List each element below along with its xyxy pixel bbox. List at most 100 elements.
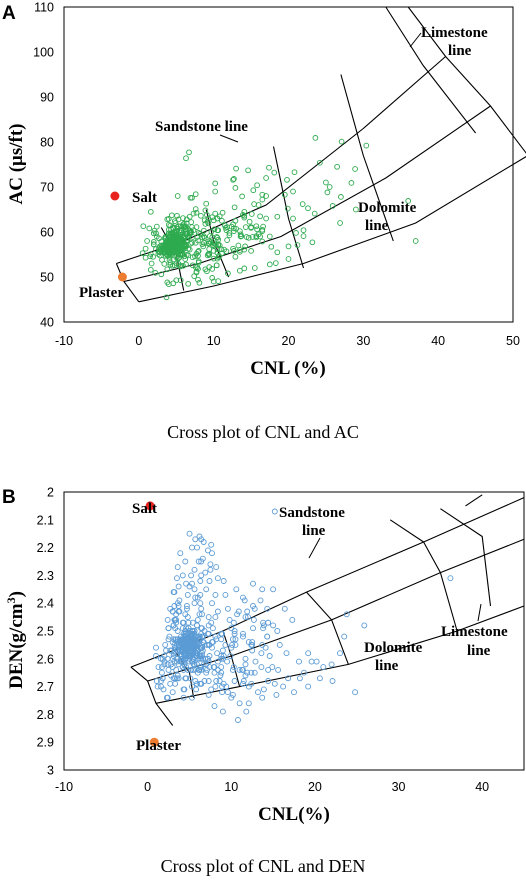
data-point xyxy=(219,630,226,637)
data-point xyxy=(338,138,345,145)
data-point xyxy=(211,669,218,676)
panel-b-reference-markers xyxy=(145,501,159,747)
data-point xyxy=(183,261,189,268)
data-point xyxy=(334,163,340,170)
y-tick-label: 2.5 xyxy=(37,625,54,639)
data-point xyxy=(214,227,221,234)
y-tick-label: 2.8 xyxy=(37,708,54,722)
template-line-3 xyxy=(115,263,140,303)
data-point xyxy=(189,619,196,626)
data-point xyxy=(274,213,281,220)
data-point xyxy=(249,234,256,240)
template-line-1 xyxy=(123,105,491,283)
data-point xyxy=(164,236,171,243)
data-point xyxy=(173,675,180,682)
data-point xyxy=(222,225,229,231)
data-point xyxy=(242,243,248,250)
data-point xyxy=(255,231,262,238)
data-point xyxy=(203,586,210,593)
panel-b-letter: B xyxy=(2,487,16,508)
data-point xyxy=(253,223,260,230)
data-point xyxy=(305,650,312,657)
x-tick-label: 30 xyxy=(392,780,406,794)
data-point xyxy=(337,650,343,657)
data-point xyxy=(144,238,150,244)
data-point xyxy=(213,678,220,684)
panel-a-y-axis-title: AC (μs/ft) xyxy=(6,124,27,205)
data-point xyxy=(148,260,155,267)
data-point xyxy=(155,664,162,671)
data-point xyxy=(245,234,252,241)
data-point xyxy=(162,641,169,648)
data-point xyxy=(200,243,207,250)
data-point xyxy=(296,658,302,665)
data-point xyxy=(274,628,281,634)
data-point xyxy=(227,653,234,659)
data-point xyxy=(191,566,198,573)
data-point xyxy=(296,675,303,682)
panel-a-x-axis-title: CNL (%) xyxy=(250,358,325,379)
data-point xyxy=(212,614,219,621)
data-point xyxy=(200,661,207,668)
data-point xyxy=(211,703,218,710)
data-point xyxy=(250,625,256,632)
data-point xyxy=(251,265,258,271)
data-point xyxy=(205,622,212,629)
data-point xyxy=(198,558,205,565)
y-tick-label: 2.9 xyxy=(37,736,54,750)
data-point xyxy=(153,644,159,651)
data-point xyxy=(213,564,220,571)
data-point xyxy=(183,603,190,609)
data-point xyxy=(233,586,240,593)
data-point xyxy=(193,650,200,657)
data-point xyxy=(231,248,237,254)
data-point xyxy=(195,558,202,565)
data-point xyxy=(199,611,205,618)
x-tick-label: 40 xyxy=(475,780,489,794)
data-point xyxy=(175,583,182,590)
x-tick-label: 0 xyxy=(135,334,142,348)
panel-a-plot-frame xyxy=(63,6,514,323)
data-point xyxy=(170,239,177,246)
data-point xyxy=(305,683,312,690)
data-point xyxy=(173,242,180,248)
data-point xyxy=(174,193,181,199)
data-point xyxy=(255,689,261,696)
data-point xyxy=(255,202,262,208)
data-point xyxy=(211,240,218,247)
data-point xyxy=(405,198,412,204)
y-tick-label: 2 xyxy=(47,486,54,500)
panel-a-scatter-points xyxy=(139,135,419,301)
data-point xyxy=(231,630,238,637)
data-point xyxy=(220,578,227,584)
panel-a-plaster-label: Plaster xyxy=(79,285,124,301)
data-point xyxy=(229,636,236,643)
data-point xyxy=(197,680,204,687)
data-point xyxy=(222,591,229,598)
data-point xyxy=(154,683,161,690)
data-point xyxy=(191,273,198,279)
data-point xyxy=(207,239,214,246)
data-point xyxy=(195,248,202,254)
data-point xyxy=(205,614,212,621)
data-point xyxy=(186,213,193,220)
data-point xyxy=(147,266,154,273)
data-point xyxy=(214,608,221,615)
data-point xyxy=(204,547,211,554)
data-point xyxy=(229,691,236,698)
template-line-8 xyxy=(389,519,424,543)
data-point xyxy=(210,255,217,262)
data-point xyxy=(230,619,237,626)
data-point xyxy=(343,611,350,618)
data-point xyxy=(189,580,195,587)
data-point xyxy=(169,262,176,269)
data-point xyxy=(205,251,212,257)
y-tick-label: 80 xyxy=(40,136,54,150)
data-point xyxy=(164,616,171,623)
data-point xyxy=(258,650,265,657)
data-point xyxy=(213,262,220,269)
data-point xyxy=(198,605,205,612)
y-tick-label: 70 xyxy=(40,181,54,195)
data-point xyxy=(194,622,200,629)
data-point xyxy=(214,650,221,657)
